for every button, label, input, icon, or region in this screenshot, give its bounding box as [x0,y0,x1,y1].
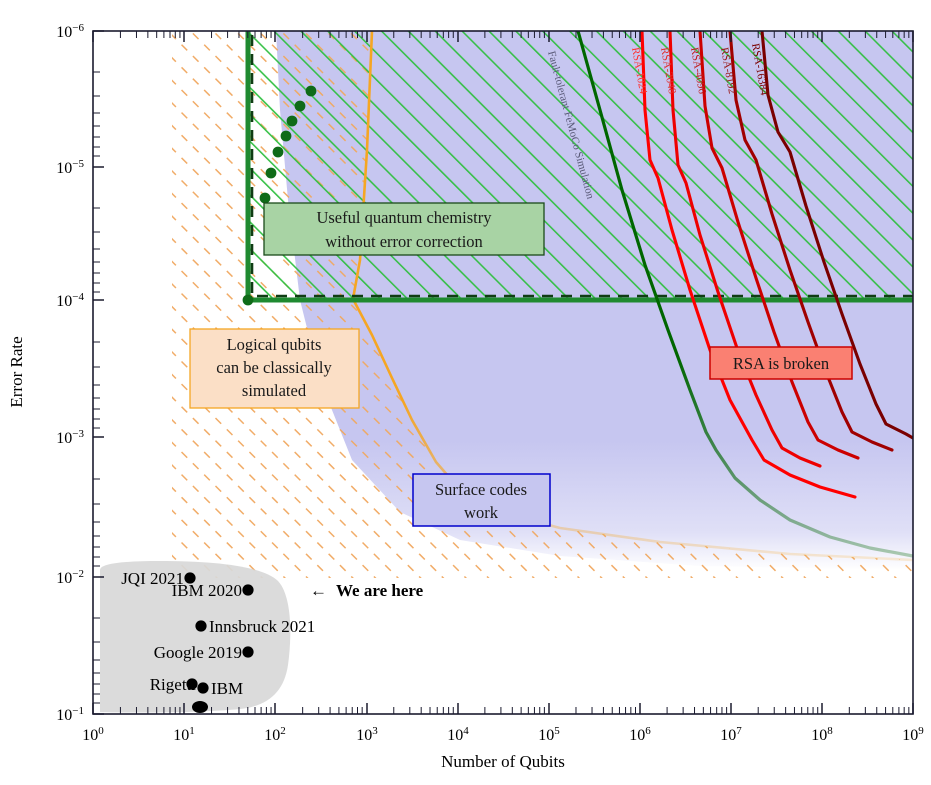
logical-box-line3: simulated [242,381,307,400]
we-are-here-arrow: ← [310,581,327,600]
hardware-point-extra [192,701,208,713]
label-ibm2020: IBM 2020 [172,581,242,600]
hardware-point-jqi [184,572,196,584]
y-tick-label: 10−4 [56,291,84,310]
y-tick-label: 10−5 [56,158,84,177]
y-axis-minor-ticks [93,71,100,704]
axis-frame [92,30,914,715]
chemistry-point [280,130,292,142]
x-tick-label: 102 [264,725,286,744]
we-are-here-text: We are here [336,581,424,600]
boundary-logical-qubits [170,31,913,562]
chemistry-box-line1: Useful quantum chemistry [316,208,492,227]
chemistry-point [272,146,284,158]
label-innsbruck: Innsbruck 2021 [209,617,315,636]
chemistry-data-points [259,85,317,204]
logical-box-line2: can be classically [216,358,332,377]
x-axis-title: Number of Qubits [441,752,565,771]
curve-rsa-4096 [698,31,860,460]
x-tick-labels: 100 101 102 103 104 105 106 107 108 109 [82,725,924,744]
label-jqi: JQI 2021 [121,569,184,588]
chemistry-point [259,192,271,204]
y-axis-title: Error Rate [7,336,26,407]
hardware-point-google [242,646,254,658]
curve-rsa-8192 [728,31,894,452]
x-axis-minor-ticks [119,31,910,714]
x-tick-label: 108 [811,725,833,744]
hardware-point-ibm [197,682,209,694]
current-hardware-blob [100,561,291,713]
y-tick-labels: 10−6 10−5 10−4 10−3 10−2 10−1 [56,22,84,724]
annotation-box-surface-codes[interactable]: Surface codes work [412,473,551,527]
hardware-point-labels: JQI 2021 IBM 2020 Innsbruck 2021 Google … [121,569,315,698]
x-tick-label: 104 [447,725,469,744]
chemistry-box-line2: without error correction [325,232,483,251]
x-tick-label: 106 [629,725,651,744]
hardware-point-innsbruck [195,620,207,632]
chemistry-point [305,85,317,97]
annotation-box-chemistry[interactable]: Useful quantum chemistry without error c… [263,202,545,256]
y-tick-label: 10−2 [56,568,84,587]
y-tick-label: 10−1 [56,705,84,724]
hardware-data-points [184,572,254,713]
hardware-point-rigetti [186,678,198,690]
chemistry-point [294,100,306,112]
surface-box-line1: Surface codes [435,480,527,499]
logical-box-line1: Logical qubits [227,335,322,354]
x-tick-label: 101 [173,725,195,744]
curve-rsa-16384 [760,31,913,440]
x-tick-label: 105 [538,725,560,744]
y-axis-ticks [93,30,104,715]
label-rigetti: Rigetti [150,675,197,694]
curve-femoco [576,31,913,558]
x-tick-label: 103 [356,725,378,744]
x-tick-label: 109 [902,725,924,744]
chemistry-point [286,115,298,127]
y-tick-label: 10−6 [56,22,84,41]
hardware-point-ibm2020 [242,584,254,596]
x-tick-label: 107 [720,725,742,744]
curve-rsa-2048 [668,31,822,468]
x-axis-ticks [92,31,914,714]
chemistry-point [265,167,277,179]
boundary-useful-quantum-chemistry [242,31,913,306]
x-tick-label: 100 [82,725,104,744]
annotation-we-are-here: ← We are here [310,581,424,600]
plot-area: Fault-tolerant FeMoCo Simulation RSA-102… [170,31,913,578]
rsa-box-line1: RSA is broken [733,354,829,373]
annotation-box-logical-qubits[interactable]: Logical qubits can be classically simula… [189,328,360,409]
y-tick-label: 10−3 [56,428,84,447]
label-google: Google 2019 [154,643,242,662]
label-ibm: IBM [211,679,243,698]
surface-box-line2: work [464,503,499,522]
annotation-box-rsa-broken[interactable]: RSA is broken [709,346,853,380]
